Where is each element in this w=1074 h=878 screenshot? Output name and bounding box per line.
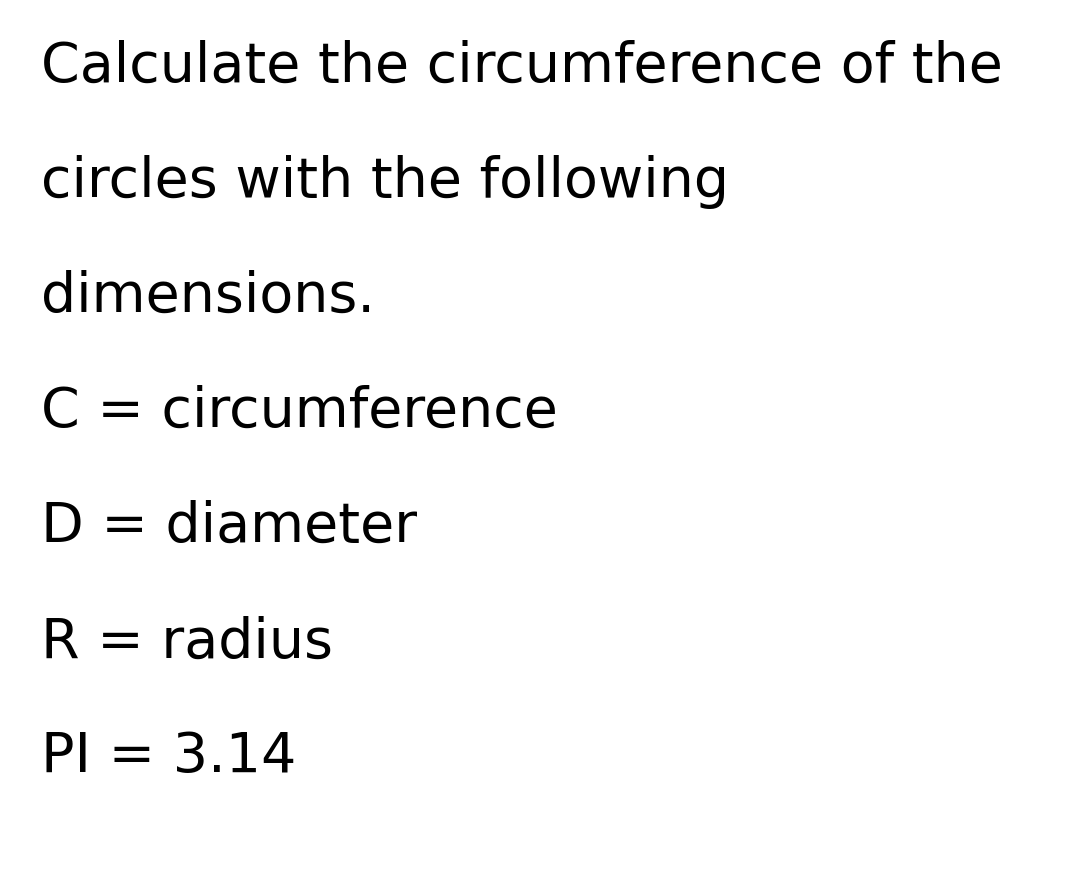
- Text: R = radius: R = radius: [41, 615, 333, 668]
- Text: Calculate the circumference of the: Calculate the circumference of the: [41, 40, 1003, 93]
- Text: circles with the following: circles with the following: [41, 155, 729, 208]
- Text: PI = 3.14: PI = 3.14: [41, 730, 296, 783]
- Text: D = diameter: D = diameter: [41, 500, 417, 553]
- Text: dimensions.: dimensions.: [41, 270, 375, 323]
- Text: C = circumference: C = circumference: [41, 385, 557, 438]
